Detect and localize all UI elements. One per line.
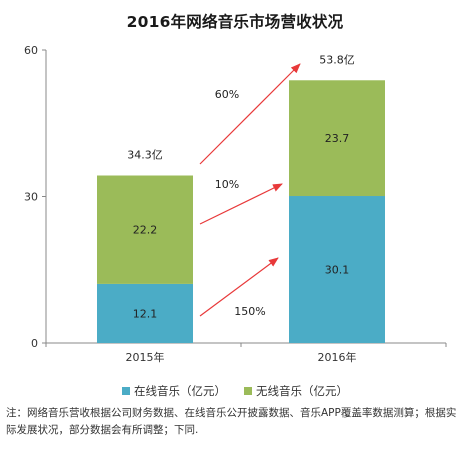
growth-arrow-0 [199,63,301,165]
y-tick-label-1: 30 [24,191,38,204]
y-tick-label-2: 60 [24,44,38,57]
chart-title: 2016年网络音乐市场营收状况 [126,13,344,31]
y-tick-label-0: 0 [31,337,38,350]
legend-label-wireless: 无线音乐（亿元） [256,384,348,398]
legend-swatch-wireless [244,387,252,395]
legend-item-wireless: 无线音乐（亿元） [244,383,348,399]
chart-legend: 在线音乐（亿元） 无线音乐（亿元） [0,383,470,399]
bar-online-1 [289,196,385,343]
growth-label-1: 10% [215,178,239,191]
growth-label-0: 60% [215,88,239,101]
legend-item-online: 在线音乐（亿元） [122,383,226,399]
legend-swatch-online [122,387,130,395]
total-label-1: 53.8亿 [319,53,355,66]
total-label-0: 34.3亿 [127,149,163,162]
data-label-wireless-1: 23.7 [325,132,350,145]
data-label-online-0: 12.1 [133,307,158,320]
legend-label-online: 在线音乐（亿元） [134,384,226,398]
growth-arrow-2 [199,257,279,317]
growth-arrow-1 [199,183,283,225]
x-tick-label-0: 2015年 [126,350,165,364]
bar-wireless-1 [289,80,385,197]
growth-label-2: 150% [234,305,265,318]
bar-wireless-0 [97,175,193,284]
data-label-wireless-0: 22.2 [133,224,158,237]
footnote: 注：网络音乐营收根据公司财务数据、在线音乐公开披露数据、音乐APP覆盖率数据测算… [6,407,457,436]
data-label-online-1: 30.1 [325,264,350,277]
bar-online-0 [97,283,193,343]
x-tick-label-1: 2016年 [318,350,357,364]
